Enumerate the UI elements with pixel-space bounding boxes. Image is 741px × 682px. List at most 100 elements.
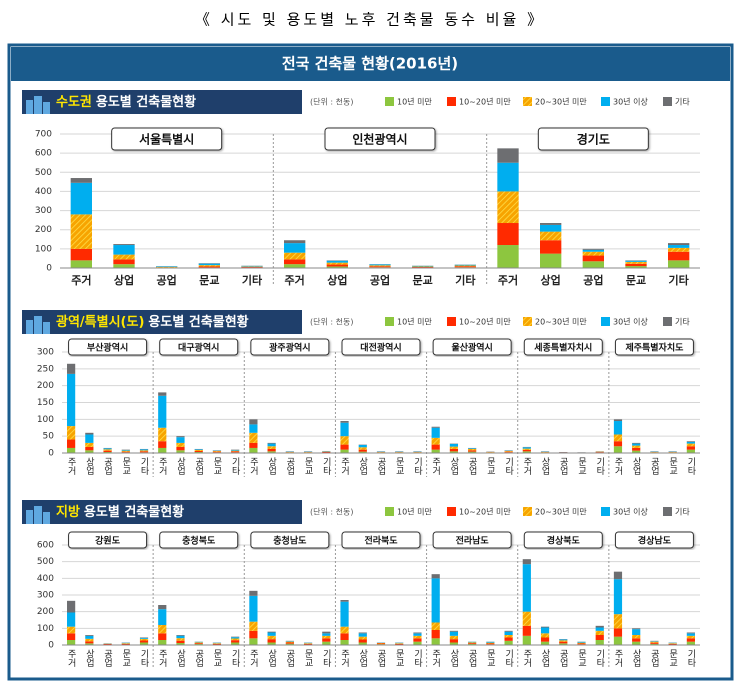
section-title: 광역/특별시(도) 용도별 건축물현황: [56, 314, 249, 330]
bar-segment: [284, 240, 306, 244]
bar-segment: [284, 264, 306, 268]
bar-segment: [632, 641, 641, 645]
bar-segment: [67, 640, 76, 645]
bar-segment: [577, 642, 586, 644]
x-tick-label: 주거: [612, 457, 622, 476]
bar-segment: [103, 449, 112, 451]
bar-segment: [340, 601, 349, 627]
legend-swatch: [523, 317, 532, 326]
bar-segment: [449, 443, 459, 447]
bar-segment: [650, 641, 659, 643]
bar-segment: [559, 643, 568, 645]
bar-segment: [285, 641, 294, 642]
building-icon: [43, 322, 50, 334]
y-tick-label: 700: [35, 130, 52, 140]
bar-segment: [284, 259, 306, 265]
bar-segment: [139, 640, 149, 643]
bar-segment: [70, 182, 92, 215]
region-label: 전라북도: [364, 535, 398, 547]
legend-label: 10년 미만: [397, 507, 432, 517]
x-tick-label: 공업: [558, 457, 568, 475]
x-tick-label: 기타: [139, 649, 149, 668]
x-tick-label: 공업: [467, 457, 477, 475]
bar-segment: [522, 611, 531, 626]
region-box: [68, 338, 148, 356]
y-tick-label: 0: [48, 641, 54, 651]
x-tick-label: 공업: [193, 649, 203, 667]
bar-segment: [158, 392, 167, 396]
bar-segment: [198, 265, 220, 267]
y-tick-label: 500: [35, 168, 52, 178]
bar-segment: [267, 446, 276, 449]
bar-segment: [139, 450, 149, 452]
bar-segment: [395, 642, 404, 644]
bar-segment: [497, 245, 519, 268]
bar-segment: [431, 449, 440, 453]
bar-segment: [540, 253, 562, 268]
bar-segment: [249, 590, 258, 596]
bar-segment: [322, 633, 331, 636]
bar-segment: [413, 633, 422, 636]
bar-segment: [241, 265, 263, 267]
x-tick-label: 상업: [84, 457, 94, 475]
bar-segment: [67, 373, 76, 427]
bar-segment: [668, 251, 690, 261]
x-tick-label: 상업: [448, 649, 458, 667]
section-title-highlight: 광역/특별시(도): [56, 314, 144, 330]
bar-segment: [158, 640, 167, 645]
bar-segment: [686, 441, 695, 444]
bar-segment: [625, 263, 647, 267]
x-tick-label: 기타: [669, 273, 690, 287]
bar-segment: [340, 626, 349, 634]
bar-segment: [522, 448, 531, 450]
bar-segment: [198, 263, 220, 266]
bar-segment: [85, 641, 94, 644]
bar-segment: [668, 247, 690, 252]
bar-segment: [249, 630, 258, 639]
bar-segment: [431, 638, 440, 645]
bar-segment: [486, 641, 495, 643]
legend-swatch: [663, 97, 672, 106]
bar-segment: [468, 642, 477, 644]
bar-segment: [454, 266, 476, 268]
bar-segment: [85, 643, 94, 645]
region-label: 제주특별자치도: [625, 342, 684, 354]
x-tick-label: 상업: [327, 273, 347, 287]
bar-segment: [540, 224, 562, 232]
bar-segment: [582, 249, 604, 252]
legend-label: 기타: [675, 318, 690, 327]
x-tick-label: 기타: [230, 457, 240, 476]
region-box: [341, 338, 421, 356]
bar-segment: [522, 564, 531, 612]
section-title: 수도권 용도별 건축물현황: [56, 94, 196, 110]
bar-segment: [559, 640, 568, 642]
x-tick-label: 공업: [284, 457, 294, 475]
bar-segment: [582, 255, 604, 262]
bar-segment: [85, 434, 94, 443]
bar-segment: [668, 643, 677, 645]
bar-segment: [67, 612, 76, 627]
legend-label: 10년 미만: [397, 317, 432, 327]
x-tick-label: 공업: [583, 274, 603, 287]
bar-segment: [326, 266, 348, 268]
x-tick-label: 상업: [357, 649, 367, 667]
bar-segment: [595, 627, 604, 631]
bar-segment: [176, 638, 185, 641]
x-tick-label: 문교: [576, 457, 586, 475]
legend-swatch: [523, 507, 532, 516]
bar-segment: [431, 574, 440, 579]
region-box: [537, 127, 649, 151]
bar-segment: [103, 450, 112, 452]
x-tick-label: 기타: [685, 649, 695, 668]
bar-segment: [504, 630, 513, 632]
bar-segment: [431, 630, 440, 639]
bar-segment: [369, 264, 391, 266]
x-tick-label: 문교: [394, 649, 404, 667]
x-tick-label: 상업: [448, 457, 458, 475]
bar-segment: [686, 449, 695, 453]
bar-segment: [395, 643, 404, 645]
region-box: [523, 338, 603, 356]
bar-segment: [103, 448, 112, 450]
bar-segment: [522, 451, 531, 453]
bar-segment: [139, 449, 149, 451]
